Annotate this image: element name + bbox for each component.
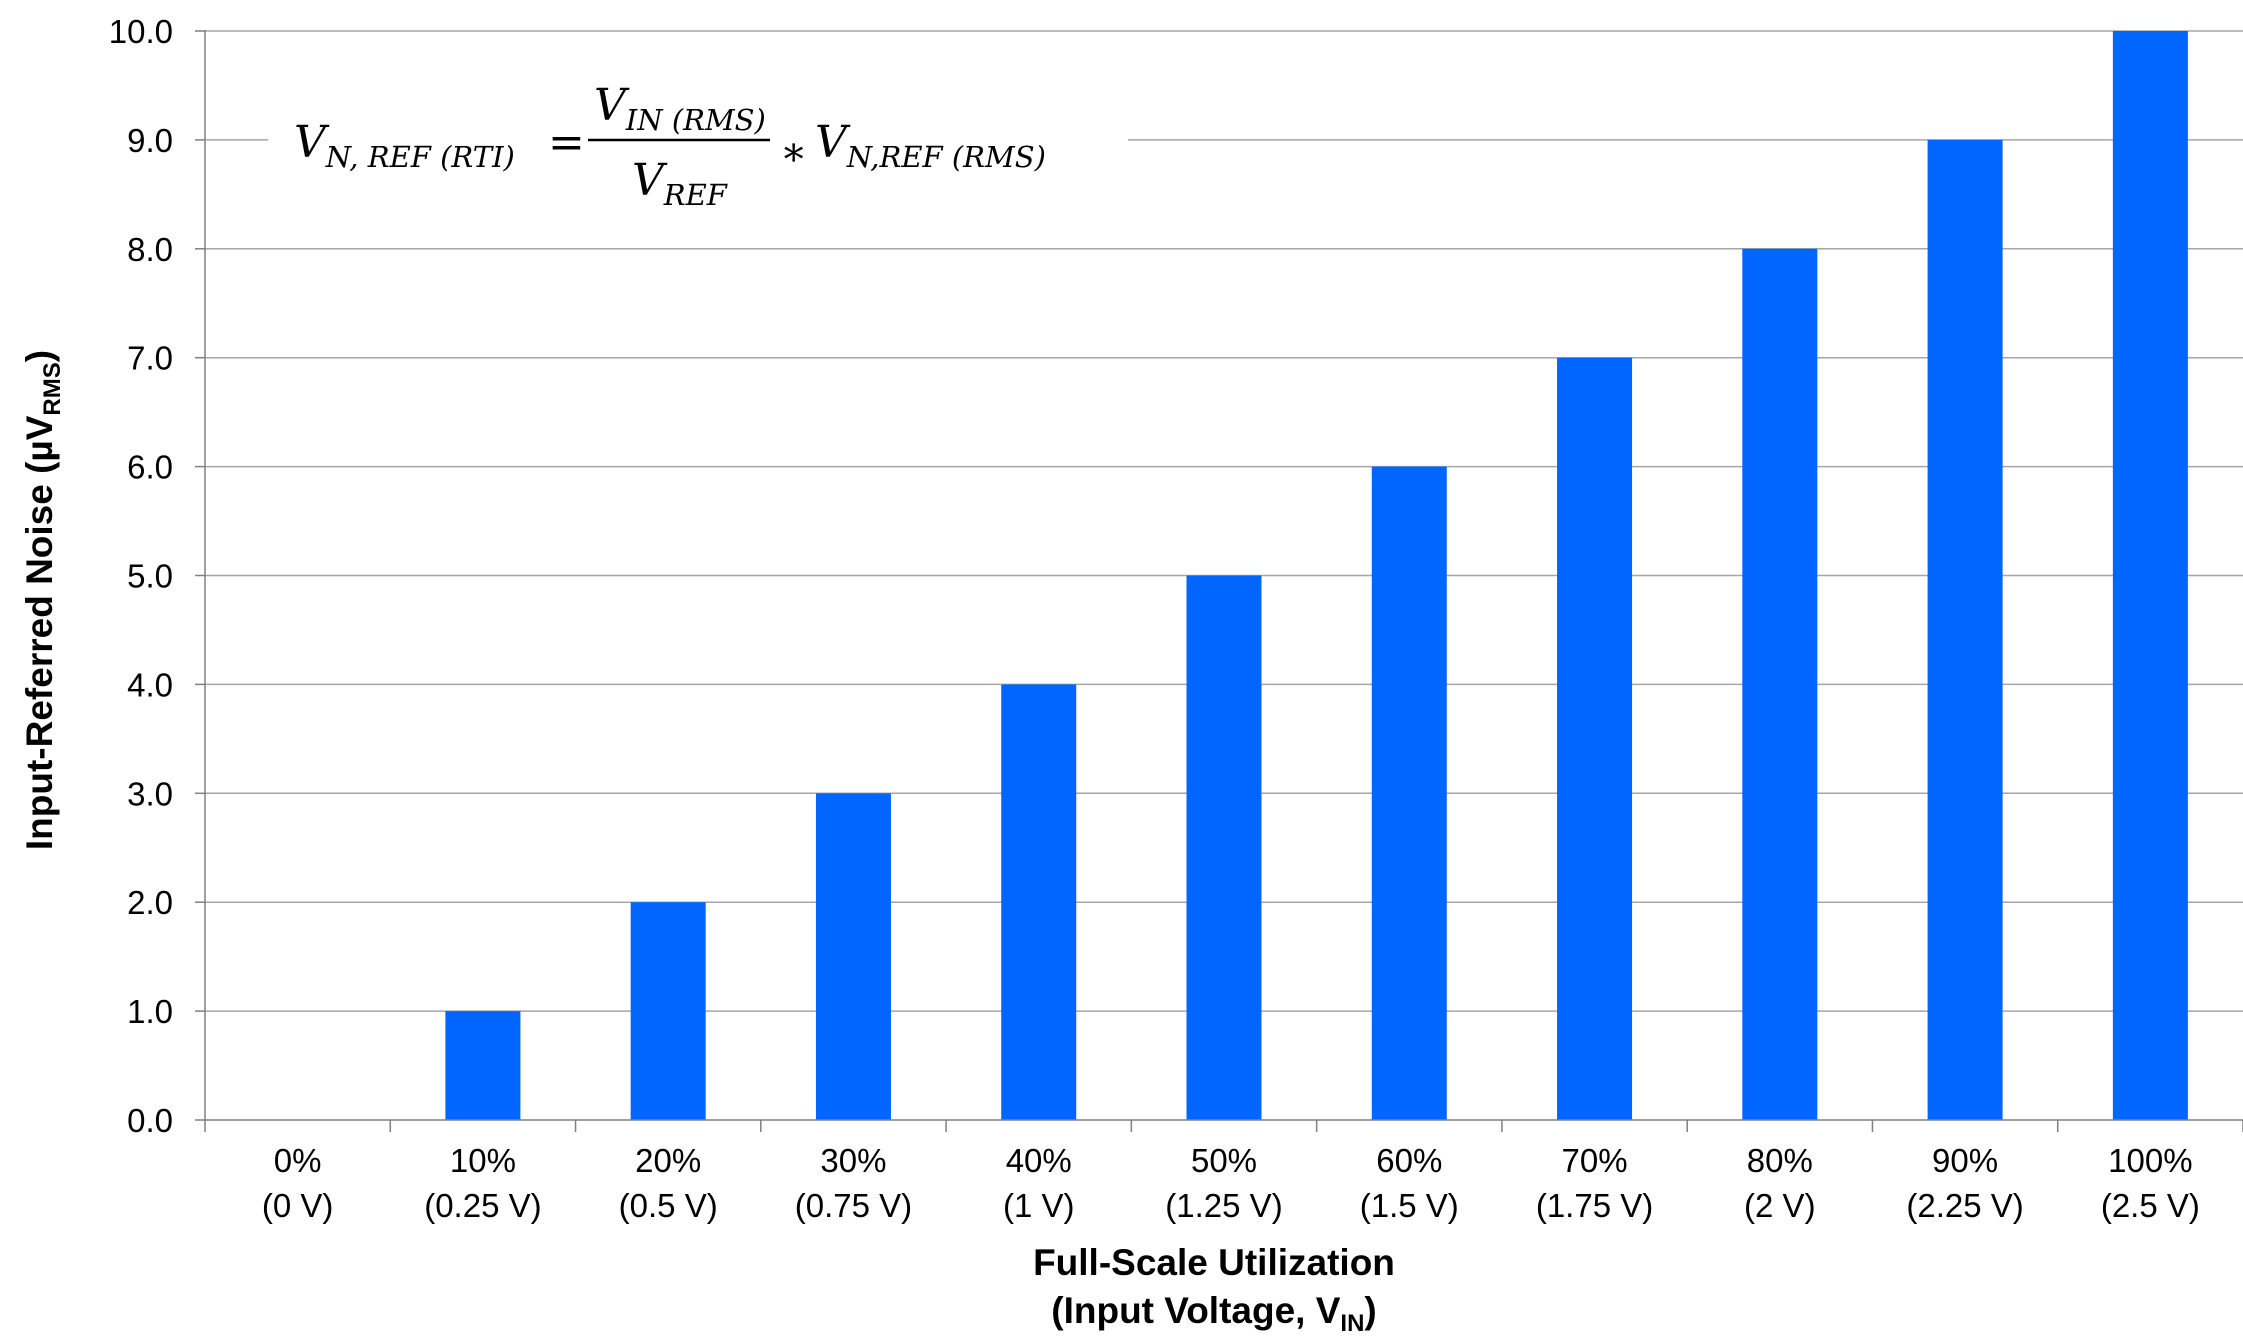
x-tick-label: (1.75 V) — [1536, 1187, 1653, 1224]
axes — [195, 30, 2243, 1132]
formula-den-sub: REF — [663, 178, 728, 212]
y-tick-label: 10.0 — [109, 13, 173, 50]
y-axis-title-end: ) — [19, 350, 60, 362]
y-tick-label: 0.0 — [127, 1102, 173, 1139]
bar — [1371, 466, 1447, 1121]
x-tick-label: 50% — [1191, 1142, 1257, 1179]
y-tick-label: 1.0 — [127, 993, 173, 1030]
x-axis-title-line2-main: (Input Voltage, V — [1051, 1290, 1340, 1331]
x-tick-label: 40% — [1006, 1142, 1072, 1179]
x-tick-label: 10% — [450, 1142, 516, 1179]
y-axis-title: Input-Referred Noise (µVRMS) — [19, 350, 66, 850]
x-tick-label: 100% — [2108, 1142, 2192, 1179]
x-tick-label: (1.5 V) — [1360, 1187, 1459, 1224]
y-tick-label: 5.0 — [127, 558, 173, 595]
x-tick-label: (0.25 V) — [424, 1187, 541, 1224]
y-tick-label: 6.0 — [127, 449, 173, 486]
x-tick-label: (2.5 V) — [2101, 1187, 2200, 1224]
bar — [815, 793, 891, 1120]
x-tick-label: 80% — [1747, 1142, 1813, 1179]
y-tick-label: 7.0 — [127, 340, 173, 377]
formula-rhs: VN,REF (RMS) — [815, 117, 1046, 174]
bar — [1186, 575, 1262, 1120]
x-tick-label: (1 V) — [1003, 1187, 1075, 1224]
formula-equals: = — [548, 117, 585, 168]
bar — [1001, 684, 1077, 1120]
x-tick-labels: 0% (0 V) 10% (0.25 V) 20% (0.5 V) 30% (0.75 V) 4… — [262, 1142, 2200, 1224]
formula-rhs-v: V — [815, 117, 851, 168]
y-tick-label: 2.0 — [127, 884, 173, 921]
y-tick-label: 8.0 — [127, 231, 173, 268]
formula-rhs-sub: N,REF (RMS) — [846, 140, 1046, 174]
bar — [2112, 31, 2188, 1120]
x-tick-label: (1.25 V) — [1165, 1187, 1282, 1224]
x-tick-label: (2.25 V) — [1906, 1187, 2023, 1224]
x-axis-title-line1: Full-Scale Utilization — [1033, 1242, 1395, 1283]
x-tick-label: (0.75 V) — [795, 1187, 912, 1224]
formula-den-v: V — [632, 155, 668, 206]
y-axis-title-sub: RMS — [39, 362, 66, 415]
x-tick-label: (0 V) — [262, 1187, 334, 1224]
x-axis-title-line2-end: ) — [1364, 1290, 1376, 1331]
y-tick-label: 4.0 — [127, 666, 173, 703]
x-tick-label: 60% — [1376, 1142, 1442, 1179]
formula-numerator: VIN (RMS) — [594, 80, 766, 137]
formula-num-v: V — [594, 80, 630, 131]
y-tick-labels: 0.0 1.0 2.0 3.0 4.0 5.0 6.0 7.0 8.0 9.0 10.0 — [109, 13, 173, 1139]
bar — [630, 902, 706, 1120]
bars — [445, 31, 2188, 1121]
formula-lhs-v: V — [294, 117, 330, 168]
x-tick-label: 20% — [635, 1142, 701, 1179]
formula-times: ∗ — [780, 129, 807, 175]
x-tick-label: 90% — [1932, 1142, 1998, 1179]
y-tick-label: 3.0 — [127, 775, 173, 812]
x-tick-label: (0.5 V) — [619, 1187, 718, 1224]
formula-num-sub: IN (RMS) — [625, 103, 766, 137]
x-tick-label: 0% — [274, 1142, 322, 1179]
bar — [445, 1011, 521, 1120]
formula-annotation: VN, REF (RTI) = VIN (RMS) VREF ∗ VN,REF … — [268, 60, 1128, 220]
y-tick-label: 9.0 — [127, 122, 173, 159]
x-tick-label: (2 V) — [1744, 1187, 1816, 1224]
x-tick-label: 30% — [820, 1142, 886, 1179]
formula-lhs: VN, REF (RTI) — [294, 117, 515, 174]
x-tick-label: 70% — [1562, 1142, 1628, 1179]
formula-lhs-sub: N, REF (RTI) — [325, 140, 515, 174]
x-axis-title-line2: (Input Voltage, VIN) — [1051, 1290, 1376, 1337]
x-axis-title-line2-sub: IN — [1340, 1310, 1364, 1337]
formula-denominator: VREF — [632, 155, 728, 212]
bar — [1927, 139, 2003, 1120]
bar — [1742, 248, 1818, 1121]
y-axis-title-main: Input-Referred Noise (µV — [19, 415, 60, 850]
bar — [1557, 357, 1633, 1120]
